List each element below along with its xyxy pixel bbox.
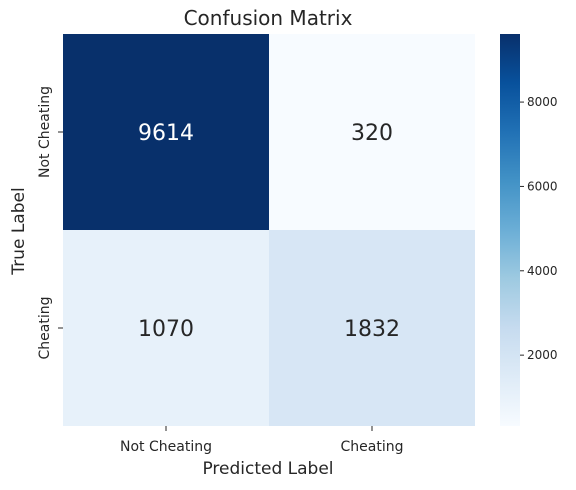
y-tick-label: Cheating xyxy=(37,297,53,360)
colorbar: 2000 4000 6000 8000 xyxy=(500,34,558,426)
y-axis-ticks: Not Cheating Cheating xyxy=(37,86,63,359)
cell-value-label: 9614 xyxy=(138,121,194,146)
heatmap-cell xyxy=(63,230,269,426)
x-axis-label: Predicted Label xyxy=(202,459,333,479)
heatmap-cell xyxy=(269,230,475,426)
y-axis-label: True Label xyxy=(9,187,29,275)
colorbar-tick-label: 2000 xyxy=(527,348,558,362)
x-axis-ticks: Not Cheating Cheating xyxy=(120,426,403,455)
x-tick-label: Cheating xyxy=(341,439,404,455)
y-tick-label: Not Cheating xyxy=(37,86,53,178)
chart-title: Confusion Matrix xyxy=(184,6,353,30)
colorbar-tick-label: 4000 xyxy=(527,264,558,278)
heatmap-cell xyxy=(269,34,475,230)
cell-value-label: 1070 xyxy=(138,317,194,342)
x-tick-label: Not Cheating xyxy=(120,439,212,455)
colorbar-tick-label: 8000 xyxy=(527,95,558,109)
colorbar-gradient xyxy=(500,34,520,426)
heatmap-cell xyxy=(63,34,269,230)
heatmap-cells: 9614 320 1070 1832 xyxy=(63,34,475,426)
cell-value-label: 1832 xyxy=(344,317,400,342)
colorbar-tick-label: 6000 xyxy=(527,179,558,193)
cell-value-label: 320 xyxy=(351,121,393,146)
